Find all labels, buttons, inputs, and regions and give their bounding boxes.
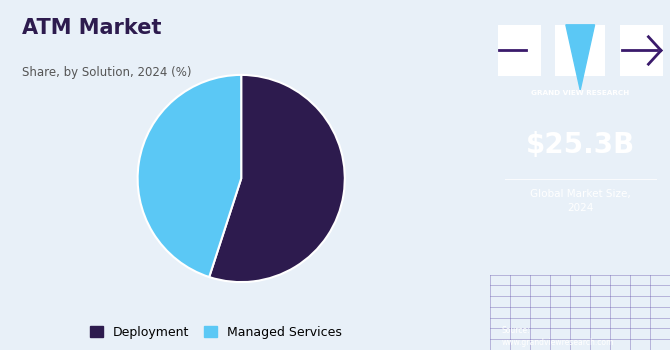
Legend: Deployment, Managed Services: Deployment, Managed Services xyxy=(85,321,346,344)
Wedge shape xyxy=(137,75,241,277)
Text: Source:
www.grandviewresearch.com: Source: www.grandviewresearch.com xyxy=(501,326,614,346)
Text: Share, by Solution, 2024 (%): Share, by Solution, 2024 (%) xyxy=(22,66,192,79)
Text: GRAND VIEW RESEARCH: GRAND VIEW RESEARCH xyxy=(531,90,629,96)
Wedge shape xyxy=(209,75,345,282)
Text: Global Market Size,
2024: Global Market Size, 2024 xyxy=(530,189,630,213)
Bar xyxy=(498,25,541,76)
Polygon shape xyxy=(566,25,594,90)
Text: ATM Market: ATM Market xyxy=(22,18,161,38)
Bar xyxy=(555,25,606,76)
Bar xyxy=(620,25,663,76)
Text: $25.3B: $25.3B xyxy=(525,131,635,159)
